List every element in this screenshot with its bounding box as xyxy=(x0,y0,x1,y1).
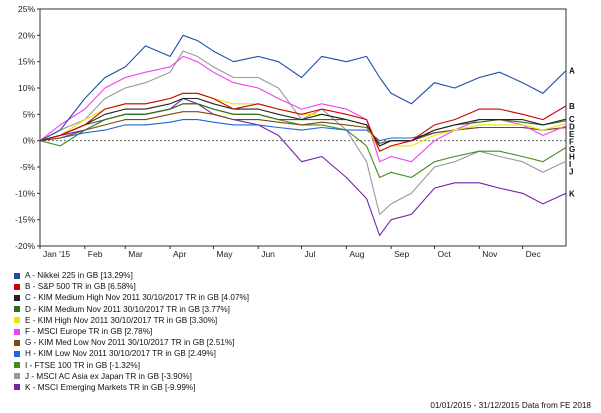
end-label-j: J xyxy=(569,168,573,177)
end-label-i: I xyxy=(569,160,571,169)
legend-item-f: F - MSCI Europe TR in GB [2.78%] xyxy=(14,326,249,337)
line-chart: -20% -15% -10% -5% 0% 5% 10% 15% 20% 25% Jan '15 F… xyxy=(15,4,575,259)
legend-item-g: G - KIM Med Low Nov 2011 30/10/2017 TR i… xyxy=(14,337,249,348)
series-line-a xyxy=(39,34,567,142)
series-lines xyxy=(39,34,567,237)
x-tick-label: Feb xyxy=(88,249,103,259)
legend-item-e: E - KIM High Nov 2011 30/10/2017 TR in G… xyxy=(14,315,249,326)
series-line-i xyxy=(39,103,567,179)
legend-label: F - MSCI Europe TR in GB [2.78%] xyxy=(25,326,153,336)
legend-item-a: A - Nikkei 225 in GB [13.29%] xyxy=(14,270,249,281)
x-tick-label: Apr xyxy=(173,249,186,259)
x-tick-label: Oct xyxy=(438,249,452,259)
y-tick-label: -20% xyxy=(15,241,35,251)
x-tick-label: Sep xyxy=(394,249,409,259)
legend-item-c: C - KIM Medium High Nov 2011 30/10/2017 … xyxy=(14,292,249,303)
y-tick-label: 5% xyxy=(23,109,36,119)
legend: A - Nikkei 225 in GB [13.29%] B - S&P 500… xyxy=(14,270,249,393)
legend-swatch xyxy=(14,339,20,346)
end-label-b: B xyxy=(569,102,575,111)
legend-label: J - MSCI AC Asia ex Japan TR in GB [-3.9… xyxy=(25,371,192,381)
legend-swatch xyxy=(14,384,20,391)
end-label-g: G xyxy=(569,145,575,154)
y-tick-label: -15% xyxy=(15,215,35,225)
legend-label: B - S&P 500 TR in GB [6.58%] xyxy=(25,282,136,292)
series-line-e xyxy=(39,92,567,152)
y-tick-label: 0% xyxy=(23,136,36,146)
x-tick-label: Jun xyxy=(261,249,275,259)
y-tick-label: 10% xyxy=(18,83,35,93)
x-tick-label: Dec xyxy=(526,249,542,259)
legend-swatch xyxy=(14,373,20,380)
legend-swatch xyxy=(14,272,20,279)
end-label-d: D xyxy=(569,123,575,132)
legend-swatch xyxy=(14,306,20,313)
legend-item-h: H - KIM Low Nov 2011 30/10/2017 TR in GB… xyxy=(14,348,249,359)
legend-item-d: D - KIM Medium Nov 2011 30/10/2017 TR in… xyxy=(14,304,249,315)
legend-swatch xyxy=(14,362,20,369)
y-tick-label: 25% xyxy=(18,4,35,14)
end-label-f: F xyxy=(569,138,574,147)
legend-swatch xyxy=(14,350,20,357)
end-label-h: H xyxy=(569,153,575,162)
plot-frame xyxy=(39,8,567,247)
y-tick-label: 20% xyxy=(18,30,35,40)
series-line-h xyxy=(39,119,567,142)
x-tick-label: Mar xyxy=(128,249,143,259)
legend-item-b: B - S&P 500 TR in GB [6.58%] xyxy=(14,281,249,292)
y-tick-label: -5% xyxy=(20,162,36,172)
end-label-e: E xyxy=(569,130,575,139)
x-tick-label: May xyxy=(216,249,233,259)
series-line-b xyxy=(39,92,567,152)
x-tick-label: Jul xyxy=(305,249,316,259)
end-label-c: C xyxy=(569,115,575,124)
plot-border xyxy=(39,8,567,247)
legend-label: C - KIM Medium High Nov 2011 30/10/2017 … xyxy=(25,293,250,303)
series-line-c xyxy=(39,97,567,147)
legend-item-i: I - FTSE 100 TR in GB [-1.32%] xyxy=(14,360,249,371)
x-axis: Jan '15 Feb Mar Apr May Jun Jul Aug Sep Oct Nov Dec xyxy=(39,246,542,259)
legend-label: I - FTSE 100 TR in GB [-1.32%] xyxy=(25,360,140,370)
legend-swatch xyxy=(14,317,20,324)
date-range-footer: 01/01/2015 - 31/12/2015 Data from FE 201… xyxy=(430,401,591,410)
x-tick-label: Jan '15 xyxy=(43,249,70,259)
end-label-k: K xyxy=(569,189,575,198)
legend-label: A - Nikkei 225 in GB [13.29%] xyxy=(25,271,133,280)
x-tick-label: Nov xyxy=(482,249,498,259)
legend-label: G - KIM Med Low Nov 2011 30/10/2017 TR i… xyxy=(25,338,235,348)
legend-swatch xyxy=(14,283,20,290)
legend-item-j: J - MSCI AC Asia ex Japan TR in GB [-3.9… xyxy=(14,371,249,382)
y-tick-label: -10% xyxy=(15,188,35,198)
legend-label: K - MSCI Emerging Markets TR in GB [-9.9… xyxy=(25,382,196,392)
legend-label: H - KIM Low Nov 2011 30/10/2017 TR in GB… xyxy=(25,349,216,359)
legend-label: E - KIM High Nov 2011 30/10/2017 TR in G… xyxy=(25,315,218,325)
end-label-a: A xyxy=(569,67,575,76)
legend-label: D - KIM Medium Nov 2011 30/10/2017 TR in… xyxy=(25,304,230,314)
series-line-g xyxy=(39,111,567,144)
legend-item-k: K - MSCI Emerging Markets TR in GB [-9.9… xyxy=(14,382,249,393)
legend-swatch xyxy=(14,328,20,335)
y-tick-label: 15% xyxy=(18,57,35,67)
y-axis: -20% -15% -10% -5% 0% 5% 10% 15% 20% 25% xyxy=(15,4,40,251)
x-tick-label: Aug xyxy=(349,249,364,259)
legend-swatch xyxy=(14,294,20,301)
